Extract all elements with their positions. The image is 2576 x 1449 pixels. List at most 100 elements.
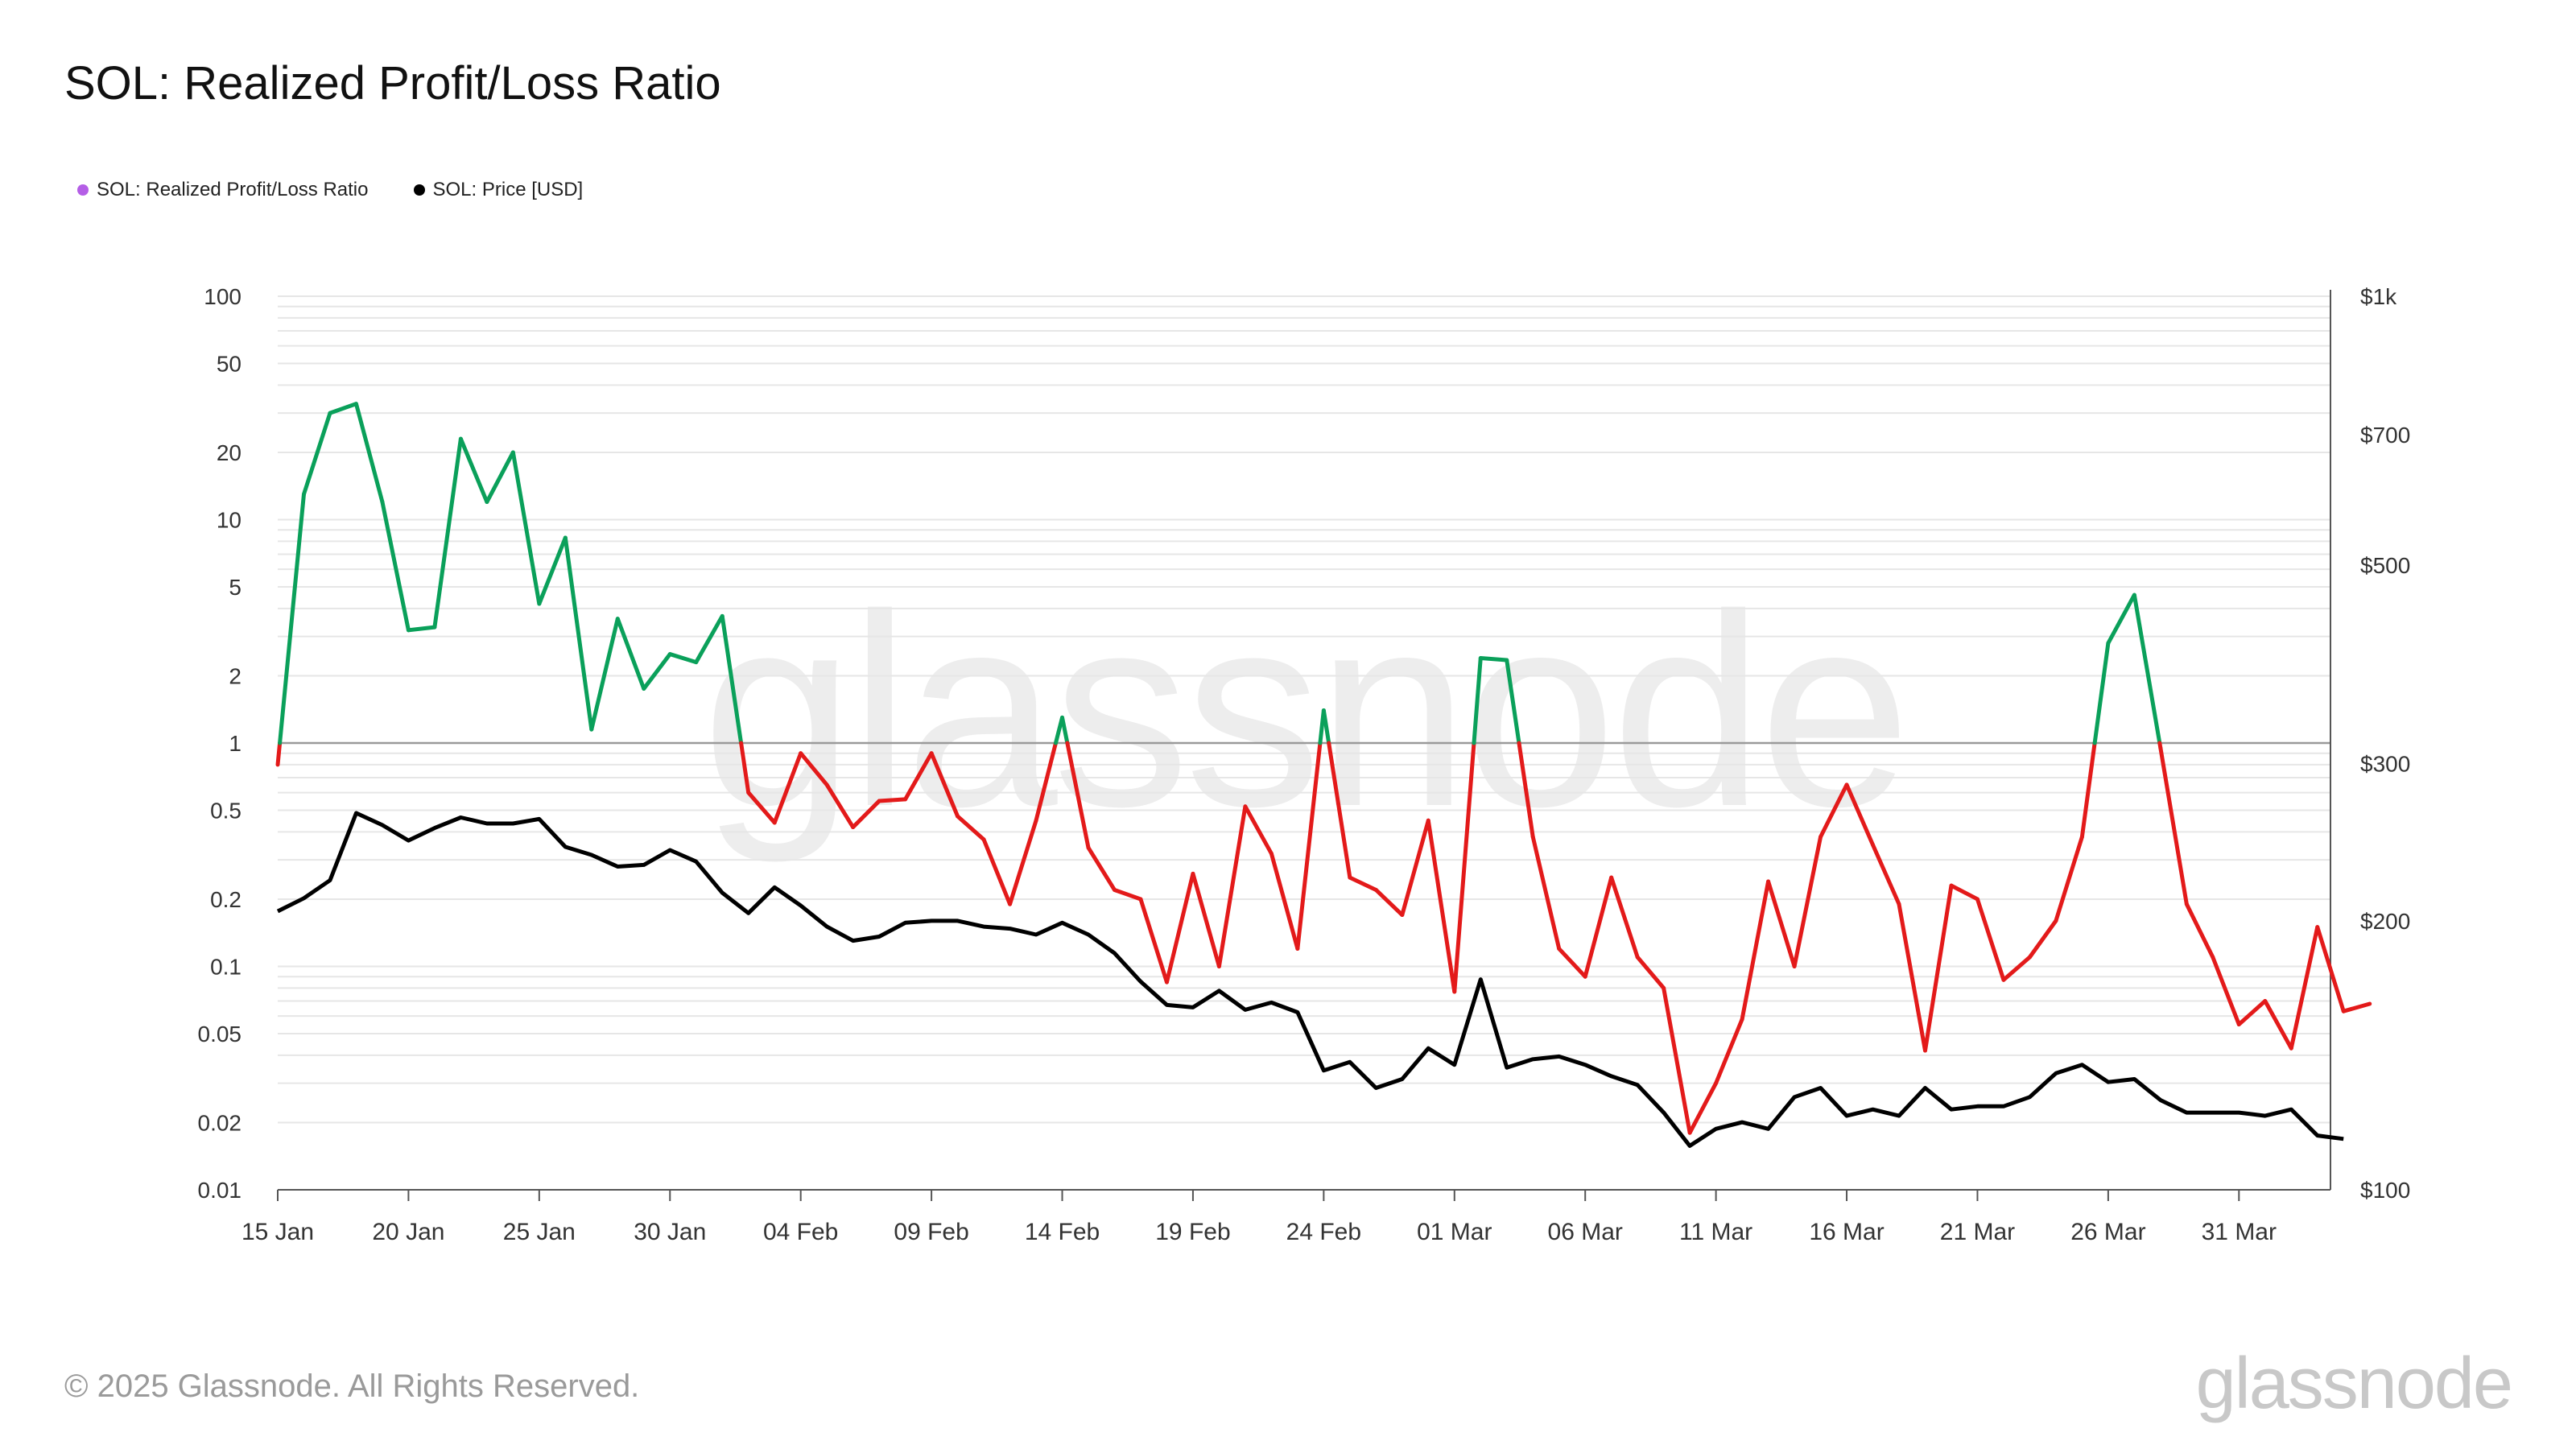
right-tick-label: $500	[2360, 553, 2410, 578]
ratio-segment	[1792, 835, 1823, 968]
ratio-segment	[1844, 782, 1876, 848]
ratio-segment	[642, 652, 672, 691]
ratio-segment	[1818, 782, 1849, 840]
x-tick-label: 21 Mar	[1940, 1219, 2015, 1245]
ratio-segment	[2092, 641, 2111, 745]
ratio-segment	[824, 782, 856, 830]
ratio-segment	[1687, 1081, 1719, 1135]
ratio-segment	[1216, 804, 1248, 968]
left-axis-ticks: 100 50 20 10 5 2 1 0.5 0.2 0.1 0.05 0.02 0.01	[198, 284, 242, 1203]
ratio-segment	[1034, 741, 1058, 823]
legend: SOL: Realized Profit/Loss Ratio SOL: Pri…	[77, 179, 583, 201]
x-tick-label: 06 Mar	[1548, 1219, 1623, 1245]
ratio-segment	[2106, 592, 2136, 646]
ratio-segment	[772, 751, 803, 825]
left-tick-label: 100	[204, 284, 242, 309]
ratio-segment	[1662, 985, 1692, 1135]
ratio-segment	[1897, 902, 1927, 1053]
ratio-segment	[720, 613, 744, 745]
left-tick-label: 1	[229, 731, 242, 756]
left-tick-label: 0.01	[198, 1178, 242, 1203]
ratio-segment	[956, 814, 986, 842]
left-tick-label: 50	[217, 352, 242, 377]
legend-dot-ratio	[77, 184, 89, 196]
ratio-segment	[877, 797, 908, 803]
ratio-segment	[667, 652, 699, 665]
ratio-segment	[1583, 875, 1614, 979]
ratio-segment	[1112, 887, 1143, 902]
price-series	[276, 811, 2344, 1148]
ratio-segment	[1609, 875, 1640, 960]
legend-dot-price	[413, 184, 425, 196]
ratio-segment	[799, 751, 829, 787]
x-tick-label: 15 Jan	[242, 1219, 314, 1245]
ratio-segment	[2315, 925, 2346, 1013]
ratio-segment	[903, 751, 934, 802]
x-tick-label: 26 Mar	[2070, 1219, 2145, 1245]
ratio-segment	[2027, 919, 2058, 960]
ratio-segment	[1348, 875, 1378, 892]
x-tick-label: 09 Feb	[894, 1219, 968, 1245]
x-tick-label: 25 Jan	[503, 1219, 576, 1245]
ratio-segment	[1714, 1017, 1744, 1086]
ratio-segment	[1060, 715, 1070, 745]
ratio-segment	[694, 613, 724, 665]
x-tick-label: 11 Mar	[1679, 1219, 1752, 1245]
ratio-segment	[2132, 592, 2162, 745]
ratio-segment	[1871, 843, 1901, 906]
brand-logo: glassnode	[2195, 1344, 2513, 1424]
ratio-segment	[851, 799, 881, 830]
ratio-segment	[1635, 955, 1666, 990]
legend-label-ratio: SOL: Realized Profit/Loss Ratio	[97, 179, 369, 200]
ratio-segment	[485, 450, 515, 505]
ratio-segment	[2079, 741, 2097, 840]
x-tick-label: 04 Feb	[763, 1219, 838, 1245]
axes	[278, 290, 2331, 1191]
left-tick-label: 2	[229, 663, 242, 688]
left-tick-label: 0.1	[210, 955, 242, 980]
ratio-segment	[458, 436, 489, 505]
ratio-segment	[1295, 741, 1323, 952]
ratio-segment	[2263, 998, 2293, 1051]
ratio-segment	[563, 535, 594, 732]
ratio-segment	[1505, 658, 1521, 745]
ratio-segment	[275, 741, 283, 767]
ratio-segment	[981, 837, 1013, 906]
ratio-segment	[1191, 871, 1221, 968]
ratio-segment	[1740, 879, 1771, 1022]
ratio-segment	[406, 625, 437, 633]
ratio-segment	[1949, 883, 1979, 902]
x-tick-label: 20 Jan	[372, 1219, 444, 1245]
left-tick-label: 0.2	[210, 887, 242, 912]
price-line	[276, 811, 2344, 1148]
left-tick-label: 5	[229, 575, 242, 600]
left-tick-label: 20	[217, 440, 242, 465]
ratio-segment	[1472, 655, 1483, 745]
ratio-segment	[2158, 745, 2189, 906]
ratio-segment	[739, 741, 751, 795]
ratio-segment	[746, 791, 777, 825]
x-tick-label: 01 Mar	[1417, 1219, 1492, 1245]
left-tick-label: 0.02	[198, 1110, 242, 1135]
ratio-segment	[380, 500, 411, 633]
ratio-segment	[1321, 708, 1331, 745]
ratio-series	[275, 402, 2372, 1135]
right-tick-label: $700	[2360, 423, 2410, 448]
ratio-segment	[278, 492, 306, 745]
ratio-segment	[1065, 741, 1091, 850]
ratio-segment	[615, 617, 646, 691]
legend-item-ratio[interactable]: SOL: Realized Profit/Loss Ratio	[77, 179, 369, 201]
ratio-segment	[1373, 887, 1405, 918]
x-tick-label: 30 Jan	[634, 1219, 706, 1245]
chart-watermark: glassnode	[702, 558, 1906, 865]
ratio-segment	[2236, 998, 2268, 1027]
ratio-segment	[1922, 883, 1954, 1053]
right-tick-label: $100	[2360, 1178, 2410, 1203]
legend-item-price[interactable]: SOL: Price [USD]	[413, 179, 583, 201]
right-tick-label: $300	[2360, 751, 2410, 776]
ratio-segment	[1426, 818, 1457, 994]
ratio-segment	[537, 535, 568, 606]
ratio-segment	[1975, 897, 2006, 982]
ratio-segment	[1452, 741, 1476, 994]
